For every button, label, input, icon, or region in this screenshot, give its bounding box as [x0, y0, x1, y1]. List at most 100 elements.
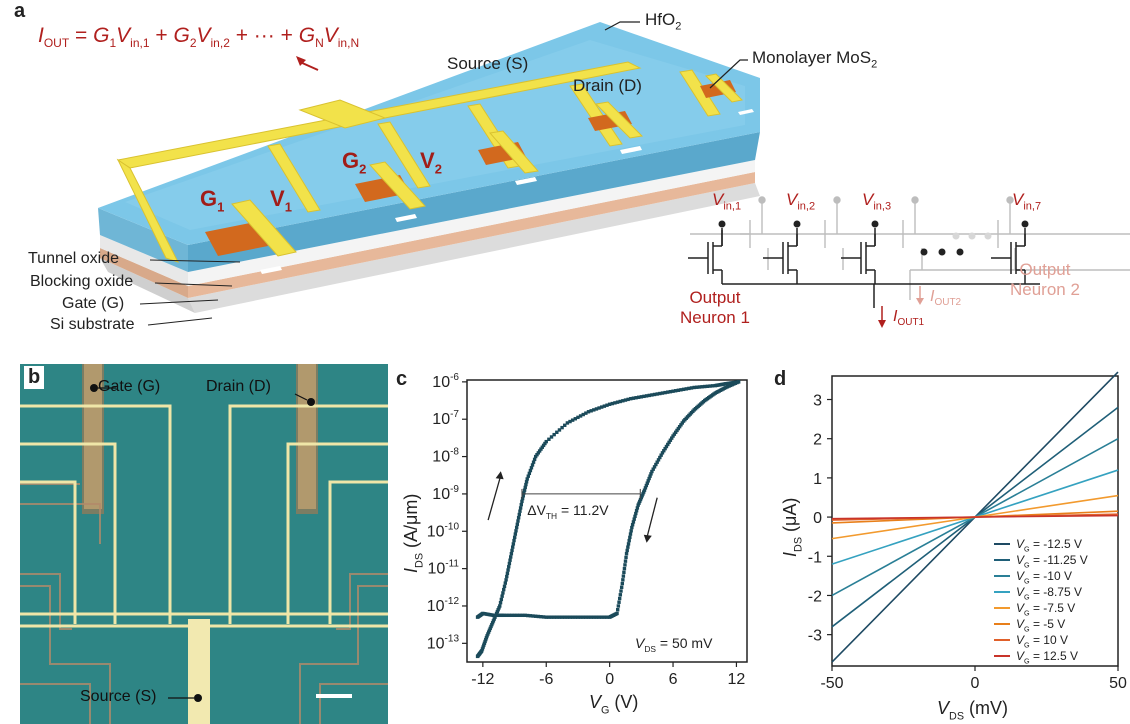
vin2-label: Vin,2 — [786, 190, 816, 213]
vin3-label: Vin,3 — [862, 190, 892, 213]
data-point-forward — [680, 421, 684, 425]
data-point-forward — [555, 615, 559, 619]
data-point-reverse — [668, 389, 673, 394]
data-point-forward — [518, 613, 522, 618]
g2-label: G2 — [342, 148, 367, 177]
data-point-forward — [630, 523, 635, 527]
data-point-reverse — [490, 621, 495, 625]
y-tick-label-2: 2 — [813, 432, 822, 449]
data-point-reverse — [613, 401, 617, 405]
data-point-reverse — [527, 471, 532, 476]
data-point-reverse — [507, 561, 512, 566]
vds-label: VDS = 50 mV — [635, 635, 713, 654]
data-point-forward — [620, 581, 625, 586]
data-point-reverse — [508, 558, 512, 562]
data-point-reverse — [655, 392, 659, 396]
data-point-forward — [646, 479, 650, 483]
plot-frame — [466, 379, 748, 663]
delta-vth-label: ΔVTH = 11.2V — [527, 502, 609, 521]
data-point-reverse — [503, 581, 508, 585]
data-point-reverse — [697, 385, 702, 389]
data-point-reverse — [563, 423, 567, 427]
chart-d-output-curves: -50 0 50 3 2 1 0 -1 -2 -3 VG = -12.5 VVG = -11.25 … — [780, 371, 1127, 722]
data-point-forward — [573, 615, 578, 619]
data-point-forward — [619, 589, 623, 593]
data-point-reverse — [530, 463, 535, 467]
data-point-reverse — [666, 390, 670, 394]
data-point-reverse — [486, 632, 490, 636]
data-point-forward — [663, 446, 667, 451]
micro-source-label: Source (S) — [80, 688, 157, 705]
legend-label-6: VG = 10 V — [1016, 633, 1068, 650]
device-3d-schematic — [98, 21, 760, 326]
data-point-reverse — [594, 407, 599, 411]
data-point-forward — [504, 613, 509, 618]
data-point-reverse — [525, 477, 529, 481]
data-point-reverse — [549, 435, 554, 439]
data-point-reverse — [510, 548, 514, 553]
vin7-label: Vin,7 — [1012, 190, 1042, 213]
data-point-reverse — [482, 643, 486, 647]
data-point-reverse — [629, 396, 633, 401]
data-point-reverse — [484, 636, 489, 640]
data-point-forward — [622, 566, 627, 571]
data-point-forward — [668, 438, 673, 442]
data-point-reverse — [505, 571, 510, 575]
data-point-reverse — [482, 641, 487, 646]
data-point-forward — [622, 570, 626, 575]
data-point-forward — [667, 440, 671, 445]
series-line-7 — [831, 514, 1119, 520]
data-point-reverse — [543, 441, 547, 446]
data-point-forward — [617, 600, 621, 604]
data-point-reverse — [520, 496, 525, 501]
data-point-forward — [644, 483, 649, 488]
data-point-reverse — [518, 509, 522, 513]
data-point-forward — [660, 451, 665, 455]
v1-label: V1 — [270, 186, 292, 215]
data-point-reverse — [507, 565, 511, 569]
data-point-forward — [597, 615, 601, 619]
panel-a-label: a — [14, 0, 26, 22]
data-point-reverse — [504, 578, 508, 582]
hfo2-label: HfO2 — [645, 10, 682, 33]
data-point-forward — [654, 462, 658, 467]
data-point-reverse — [578, 414, 583, 418]
data-point-forward — [619, 585, 624, 589]
data-point-reverse — [708, 384, 712, 388]
data-point-forward — [673, 430, 678, 434]
y-tick-label--13: 10-13 — [427, 633, 460, 652]
data-point-reverse — [705, 384, 710, 389]
data-point-reverse — [547, 437, 551, 441]
data-point-reverse — [475, 654, 480, 659]
x-tick-label-12: 12 — [728, 671, 746, 688]
sweep-arrow-down-head — [643, 534, 652, 543]
data-point-reverse — [533, 454, 538, 459]
data-point-reverse — [644, 394, 649, 398]
mos2-label: Monolayer MoS2 — [752, 48, 878, 71]
data-point-forward — [615, 611, 619, 616]
data-point-reverse — [573, 417, 578, 421]
layer-label-tunnel-oxide: Tunnel oxide — [28, 250, 120, 267]
data-point-reverse — [509, 551, 514, 556]
data-point-forward — [639, 495, 644, 500]
data-point-forward — [510, 613, 514, 618]
data-point-forward — [557, 615, 562, 619]
data-point-forward — [631, 520, 636, 524]
data-point-forward — [576, 615, 580, 619]
data-point-reverse — [488, 626, 492, 631]
data-point-forward — [502, 613, 506, 618]
data-point-forward — [662, 449, 666, 453]
data-point-reverse — [516, 519, 520, 523]
data-point-forward — [656, 458, 661, 462]
y-tick-label--11: 10-11 — [427, 559, 459, 578]
data-point-reverse — [592, 408, 596, 412]
data-point-forward — [651, 467, 655, 471]
data-point-forward — [621, 578, 625, 582]
data-point-forward — [623, 559, 628, 563]
data-point-reverse — [581, 412, 585, 417]
data-point-reverse — [497, 606, 501, 610]
data-point-reverse — [506, 568, 510, 572]
data-point-reverse — [621, 399, 625, 403]
data-point-forward — [621, 574, 626, 578]
data-point-forward — [565, 615, 570, 619]
